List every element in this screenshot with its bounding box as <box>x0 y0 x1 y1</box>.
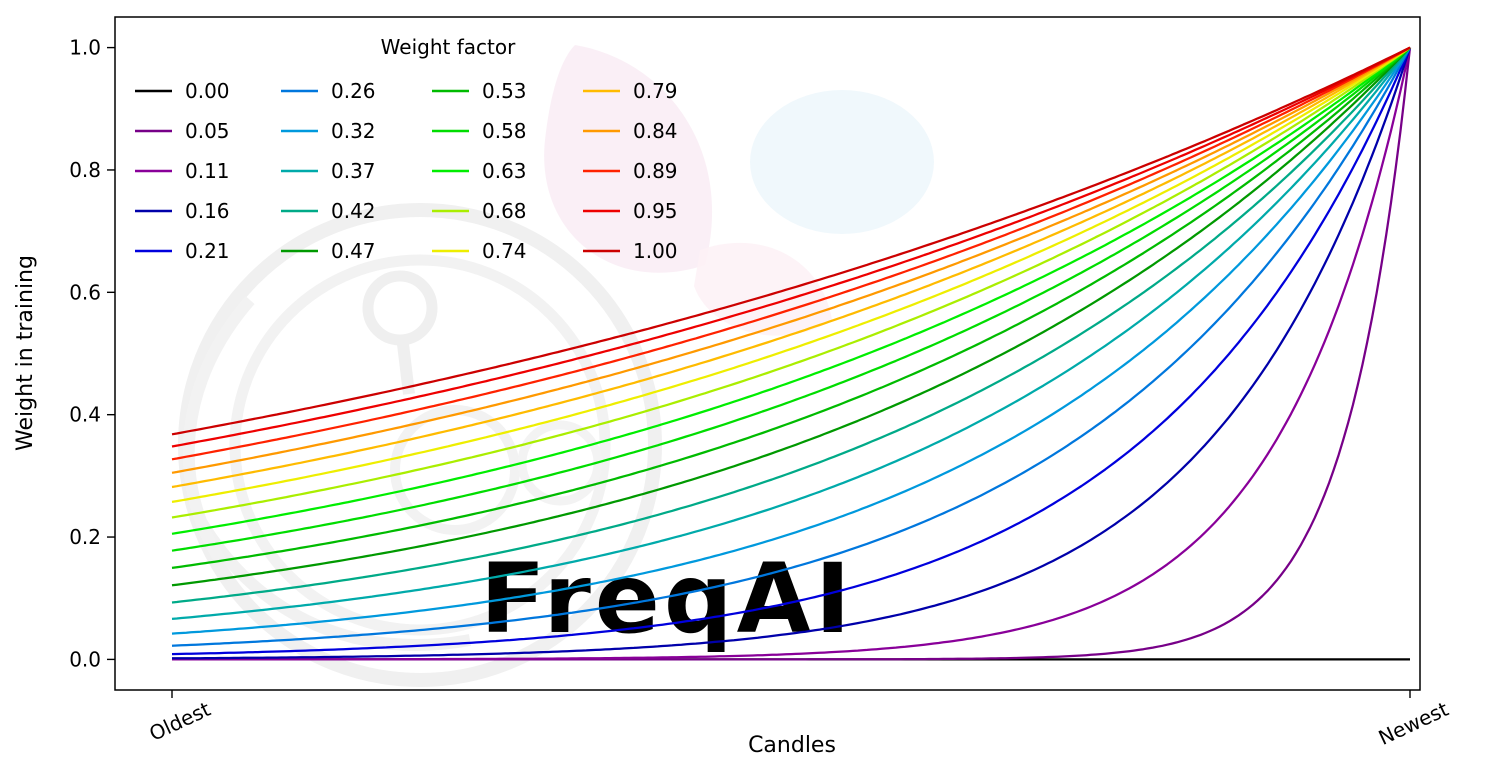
legend-label: 0.63 <box>482 159 527 183</box>
legend-entry: 0.58 <box>432 119 527 143</box>
legend-label: 0.42 <box>331 199 376 223</box>
legend-title: Weight factor <box>381 35 516 59</box>
legend-label: 0.79 <box>633 79 678 103</box>
legend-label: 0.11 <box>185 159 230 183</box>
y-tick-label: 0.0 <box>69 647 101 671</box>
legend-entry: 0.74 <box>432 239 527 263</box>
legend-label: 0.21 <box>185 239 230 263</box>
legend: Weight factor 0.000.050.110.160.210.260.… <box>135 35 678 263</box>
curve-0.84 <box>171 46 1411 474</box>
legend-label: 0.95 <box>633 199 678 223</box>
legend-label: 0.84 <box>633 119 678 143</box>
x-axis-label: Candles <box>748 733 836 758</box>
legend-entry: 0.95 <box>583 199 678 223</box>
watermark-stopwatch-crown <box>362 270 438 346</box>
curve-0.37 <box>171 46 1411 621</box>
curve-0.68 <box>171 46 1411 519</box>
legend-entry: 0.11 <box>135 159 230 183</box>
legend-label: 0.32 <box>331 119 376 143</box>
legend-entry: 0.32 <box>281 119 376 143</box>
legend-entry: 0.53 <box>432 79 527 103</box>
curve-0.42 <box>171 46 1411 604</box>
curve-0.89 <box>171 46 1411 461</box>
curve-0.16 <box>172 47 1412 660</box>
watermark-leaf-pink-small <box>694 242 832 336</box>
curve-0.63 <box>171 46 1411 535</box>
legend-entry: 1.00 <box>583 239 678 263</box>
legend-entry: 0.42 <box>281 199 376 223</box>
axes-box <box>114 16 1421 691</box>
curve-0.26 <box>171 47 1411 647</box>
legend-label: 0.74 <box>482 239 527 263</box>
curve-0.21 <box>171 47 1412 656</box>
legend-entry: 0.47 <box>281 239 376 263</box>
legend-entry: 0.00 <box>135 79 230 103</box>
legend-entry: 0.89 <box>583 159 678 183</box>
curve-0.11 <box>172 47 1412 661</box>
legend-entry: 0.37 <box>281 159 376 183</box>
y-tick-label: 0.6 <box>69 280 101 304</box>
legend-label: 0.26 <box>331 79 376 103</box>
legend-entry: 0.63 <box>432 159 527 183</box>
y-tick-label: 1.0 <box>69 36 101 60</box>
legend-entry: 0.79 <box>583 79 678 103</box>
legend-entries: 0.00 0.05 0.11 0.16 0.21 0.26 0.32 0.37 0.42 0.47… <box>135 79 678 263</box>
curve-0.47 <box>171 46 1411 587</box>
legend-entry: 0.16 <box>135 199 230 223</box>
watermark-leaf-pink <box>544 45 713 273</box>
legend-entry: 0.26 <box>281 79 376 103</box>
y-tick-label: 0.2 <box>69 525 101 549</box>
legend-entry: 0.84 <box>583 119 678 143</box>
legend-label: 0.05 <box>185 119 230 143</box>
legend-label: 0.68 <box>482 199 527 223</box>
y-axis-label: Weight in training <box>13 255 38 451</box>
watermark-eye-large <box>390 405 520 535</box>
legend-label: 0.00 <box>185 79 230 103</box>
curve-0.58 <box>171 46 1411 552</box>
y-tick-label: 0.4 <box>69 403 101 427</box>
legend-label: 0.37 <box>331 159 376 183</box>
curve-0.95 <box>171 46 1411 448</box>
legend-label: 0.53 <box>482 79 527 103</box>
curve-series <box>171 46 1412 661</box>
legend-label: 0.47 <box>331 239 376 263</box>
legend-entry: 0.21 <box>135 239 230 263</box>
freqai-watermark-text: FreqAI <box>480 543 855 655</box>
legend-label: 1.00 <box>633 239 678 263</box>
x-tick-label: Newest <box>1375 697 1453 750</box>
watermark-eye-small <box>517 420 603 506</box>
curve-1.00 <box>171 46 1411 436</box>
y-tick-label: 0.8 <box>69 158 101 182</box>
legend-entry: 0.05 <box>135 119 230 143</box>
x-tick-label: Oldest <box>145 697 214 746</box>
plot-frame <box>114 16 1421 691</box>
curve-0.74 <box>171 46 1411 504</box>
curve-0.32 <box>171 46 1411 635</box>
y-axis: 0.0 0.2 0.4 0.6 0.8 1.0 <box>69 36 115 671</box>
legend-label: 0.89 <box>633 159 678 183</box>
curve-0.79 <box>171 46 1411 489</box>
legend-label: 0.16 <box>185 199 230 223</box>
legend-label: 0.58 <box>482 119 527 143</box>
legend-entry: 0.68 <box>432 199 527 223</box>
watermark-leaf-blue <box>750 90 934 234</box>
watermark-stopwatch-stem <box>397 343 415 395</box>
curve-0.53 <box>171 46 1411 570</box>
